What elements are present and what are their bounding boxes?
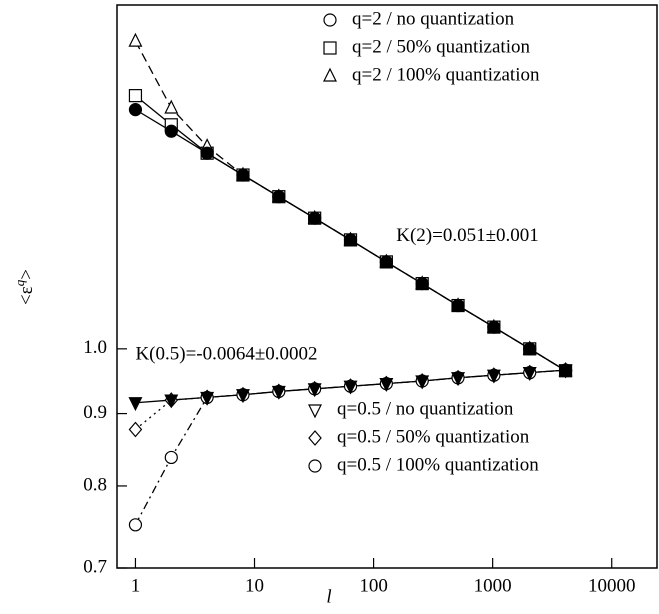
point bbox=[128, 103, 143, 117]
legend-label: q=0.5 / 100% quantization bbox=[337, 454, 539, 475]
point bbox=[200, 146, 214, 160]
point bbox=[523, 342, 537, 356]
point bbox=[415, 375, 430, 390]
point bbox=[343, 380, 358, 395]
plot-frame bbox=[116, 4, 658, 569]
y-tick-label: 1.0 bbox=[83, 337, 107, 358]
point bbox=[379, 378, 394, 392]
y-label-sup: q bbox=[12, 279, 27, 286]
legend-label: q=2 / 50% quantization bbox=[352, 36, 530, 57]
y-label-part: <ε bbox=[16, 286, 37, 305]
point bbox=[343, 233, 358, 247]
point bbox=[272, 190, 286, 204]
legend-marker bbox=[308, 430, 322, 446]
legend-marker bbox=[323, 13, 337, 27]
x-tick-label: 10 bbox=[245, 575, 264, 596]
x-tick-label: 100 bbox=[359, 575, 388, 596]
legend-marker bbox=[323, 41, 337, 55]
point bbox=[236, 168, 250, 182]
point bbox=[451, 372, 466, 387]
point bbox=[558, 364, 573, 379]
point bbox=[307, 383, 322, 398]
point bbox=[128, 518, 143, 532]
point bbox=[164, 450, 178, 465]
annotation: K(2)=0.051±0.001 bbox=[396, 225, 539, 246]
point bbox=[128, 89, 143, 103]
annotation: K(0.5)=-0.0064±0.0002 bbox=[135, 343, 317, 364]
point bbox=[487, 320, 501, 334]
legend-label: q=2 / 100% quantization bbox=[352, 64, 540, 85]
point bbox=[486, 369, 501, 384]
legend-label: q=0.5 / 50% quantization bbox=[337, 426, 530, 447]
point bbox=[164, 99, 179, 114]
y-axis-label: <εq> bbox=[12, 269, 37, 305]
legend-label: q=0.5 / no quantization bbox=[337, 398, 514, 419]
x-axis-label: l bbox=[326, 586, 331, 607]
point bbox=[128, 397, 143, 412]
point bbox=[236, 389, 250, 404]
x-tick-label: 10000 bbox=[588, 575, 636, 596]
legend-marker bbox=[323, 67, 337, 82]
point bbox=[308, 211, 322, 225]
legend-marker bbox=[308, 459, 322, 473]
point bbox=[164, 394, 179, 409]
point bbox=[522, 367, 537, 381]
y-tick-label: 0.9 bbox=[83, 402, 107, 423]
point bbox=[451, 298, 465, 313]
y-tick-label: 0.7 bbox=[83, 556, 107, 577]
point bbox=[164, 124, 178, 138]
series-line bbox=[134, 40, 566, 372]
x-tick-label: 1 bbox=[131, 575, 141, 596]
point bbox=[128, 421, 143, 438]
point bbox=[379, 255, 393, 269]
point bbox=[271, 385, 286, 400]
legend-label: q=2 / no quantization bbox=[352, 8, 515, 29]
x-tick-label: 1000 bbox=[474, 575, 512, 596]
point bbox=[128, 32, 143, 47]
legend-marker bbox=[308, 404, 322, 419]
point bbox=[200, 391, 215, 406]
y-label-part: > bbox=[16, 269, 37, 280]
point bbox=[415, 277, 429, 291]
y-tick-label: 0.8 bbox=[83, 474, 107, 495]
